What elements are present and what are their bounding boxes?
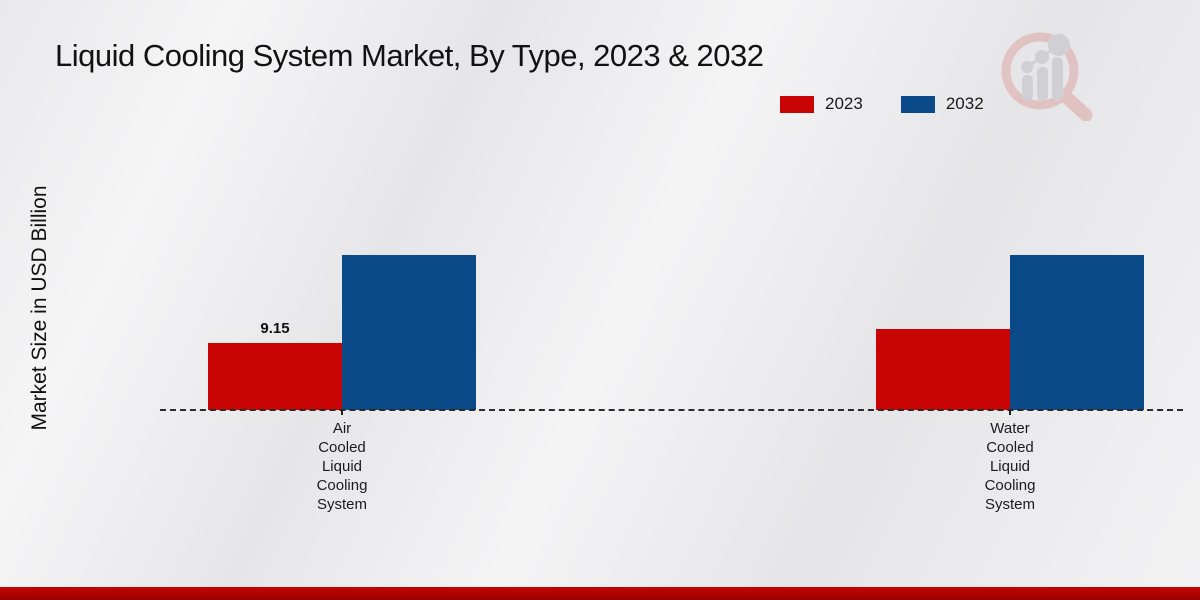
x-tick-water-cooled	[1009, 410, 1011, 415]
legend-label-2023: 2023	[825, 94, 863, 113]
brand-watermark	[992, 26, 1097, 126]
bar-2032-air-cooled	[342, 255, 476, 410]
plot-area: 9.15 Air Cooled Liquid Cooling System Wa…	[160, 140, 1183, 513]
bar-2023-air-cooled	[208, 343, 342, 410]
y-axis-label: Market Size in USD Billion	[28, 185, 51, 431]
legend-swatch-2023-icon	[780, 95, 814, 113]
legend: 2023 2032	[780, 94, 984, 114]
legend-swatch-2032-icon	[900, 95, 935, 113]
x-axis-baseline	[160, 409, 1183, 411]
legend-item-2032: 2032	[900, 94, 984, 114]
legend-item-2023: 2023	[780, 94, 863, 114]
bar-2023-water-cooled	[876, 329, 1010, 410]
magnifier-bar-chart-logo-icon	[1001, 32, 1093, 122]
category-label-air-cooled: Air Cooled Liquid Cooling System	[316, 420, 368, 513]
footer-accent-bar	[0, 587, 1200, 600]
x-tick-air-cooled	[341, 410, 343, 415]
bar-2032-water-cooled	[1010, 255, 1144, 410]
legend-label-2032: 2032	[945, 94, 984, 113]
bar-value-label: 9.15	[260, 320, 290, 338]
category-label-water-cooled: Water Cooled Liquid Cooling System	[984, 420, 1036, 513]
page-title: Liquid Cooling System Market, By Type, 2…	[55, 38, 764, 73]
